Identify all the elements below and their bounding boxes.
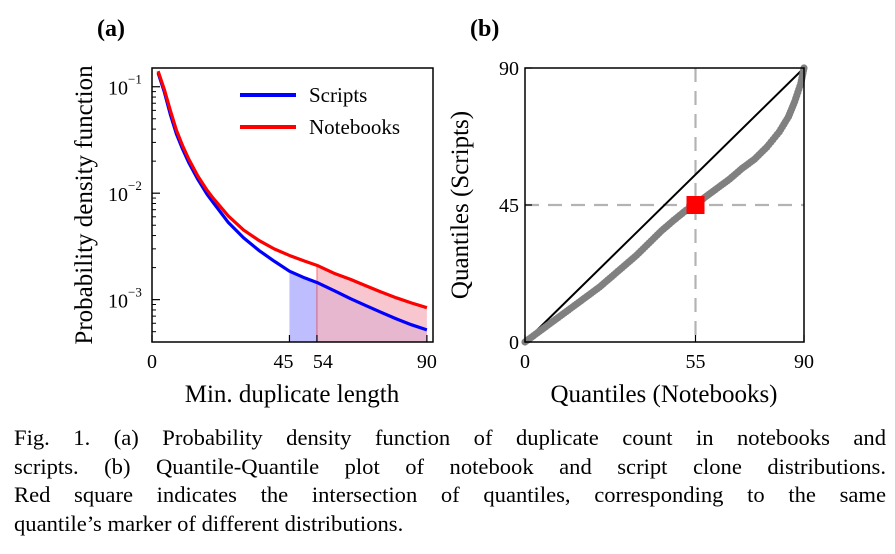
panel-b-intersection-marker bbox=[686, 196, 705, 214]
figure-caption: Fig. 1. (a) Probability density function… bbox=[14, 424, 886, 538]
panel-b-reference-line bbox=[524, 67, 805, 343]
panel-a-series-lines bbox=[156, 70, 428, 332]
legend-label-notebooks: Notebooks bbox=[309, 115, 400, 139]
y-tick-exponent: −1 bbox=[128, 72, 142, 87]
panel-a-x-ticks: 0 45 54 90 bbox=[147, 335, 437, 373]
x-tick-label: 55 bbox=[686, 351, 706, 373]
figure-svg: (a) 0 45 54 90 10−110−210−3 Min. duplicate … bbox=[71, 16, 814, 408]
y-tick-exponent: −2 bbox=[128, 178, 142, 193]
caption-line: Red square indicates the intersection of… bbox=[14, 482, 886, 507]
legend-label-scripts: Scripts bbox=[309, 83, 367, 107]
y-tick-label: 0 bbox=[509, 332, 519, 354]
panel-b-ylabel: Quantiles (Scripts) bbox=[447, 111, 474, 299]
x-tick-label: 54 bbox=[313, 351, 333, 373]
panel-b-x-ticks: 0 55 90 bbox=[520, 335, 814, 373]
shaded-area-notebooks bbox=[316, 265, 427, 342]
panel-a-y-ticks: 10−110−210−3 bbox=[108, 72, 160, 333]
caption-line: scripts. (b) Quantile-Quantile plot of n… bbox=[14, 453, 886, 479]
x-tick-label: 0 bbox=[147, 351, 157, 373]
caption-line: quantile’s marker of different distribut… bbox=[14, 510, 404, 536]
intersection-square bbox=[686, 196, 705, 214]
x-tick-label: 0 bbox=[520, 351, 530, 373]
panel-b-xlabel: Quantiles (Notebooks) bbox=[550, 381, 777, 408]
x-tick-label: 90 bbox=[794, 351, 814, 373]
y-tick-label: 45 bbox=[499, 195, 519, 217]
panel-a-legend: Scripts Notebooks bbox=[240, 83, 400, 139]
x-tick-label: 45 bbox=[273, 351, 293, 373]
series-line-notebooks bbox=[156, 70, 428, 310]
y-tick-exponent: −3 bbox=[128, 285, 142, 300]
panel-b-label: (b) bbox=[470, 16, 499, 42]
identity-line bbox=[524, 67, 805, 343]
panel-a-xlabel: Min. duplicate length bbox=[185, 381, 400, 408]
panel-b-y-ticks: 0 45 90 bbox=[499, 58, 532, 354]
y-tick-label: 10 bbox=[108, 184, 128, 206]
y-tick-label: 10 bbox=[108, 78, 128, 100]
panel-a-ylabel: Probability density function bbox=[71, 65, 98, 345]
panel-a-shaded-areas bbox=[289, 265, 427, 342]
panel-a: (a) 0 45 54 90 10−110−210−3 Min. duplicate … bbox=[71, 16, 437, 408]
panel-b: (b) 0 55 90 0 45 90 Quantiles (Notebooks) Qu… bbox=[447, 16, 814, 408]
y-tick-label: 10 bbox=[108, 291, 128, 313]
panel-a-label: (a) bbox=[97, 16, 125, 42]
y-tick-label: 90 bbox=[499, 58, 519, 80]
caption-line: Fig. 1. (a) Probability density function… bbox=[14, 425, 886, 450]
panel-a-axes-frame bbox=[151, 67, 434, 343]
x-tick-label: 90 bbox=[417, 351, 437, 373]
